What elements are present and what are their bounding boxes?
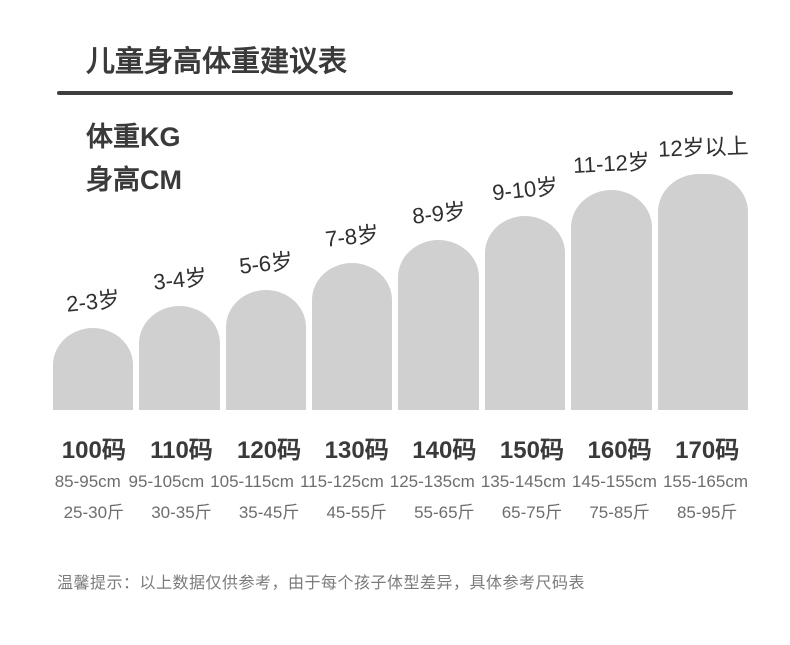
- size-label: 120码: [237, 437, 302, 464]
- bar-column: 11-12岁: [571, 130, 652, 410]
- size-label: 110码: [150, 437, 213, 464]
- age-label: 2-3岁: [65, 286, 122, 317]
- height-range: 135-145cm: [480, 472, 566, 491]
- bar-column: 9-10岁: [484, 130, 566, 410]
- height-range-row: 85-95cm 95-105cm 105-115cm 115-125cm 125-135…: [53, 472, 748, 492]
- height-range: 145-155cm: [571, 472, 657, 491]
- bar: [571, 190, 652, 410]
- bar: [139, 306, 220, 410]
- age-label: 11-12岁: [572, 149, 651, 178]
- bar-chart: 2-3岁 3-4岁 5-6岁 7-8岁 8-9岁 9-10岁 11-12岁 12岁以上: [53, 130, 748, 410]
- size-row: 100码 110码 120码 130码 140码 150码 160码 170码: [53, 430, 748, 465]
- weight-range: 35-45斤: [238, 503, 300, 522]
- weight-range: 85-95斤: [676, 503, 738, 522]
- bar-column: 7-8岁: [312, 130, 393, 410]
- age-label: 8-9岁: [410, 198, 467, 229]
- age-label: 3-4岁: [151, 264, 208, 295]
- size-label: 170码: [675, 437, 740, 464]
- weight-range: 65-75斤: [501, 503, 563, 522]
- height-range: 115-125cm: [299, 472, 384, 491]
- weight-range: 30-35斤: [151, 503, 212, 522]
- weight-axis-label: 体重KG: [86, 122, 181, 152]
- bar-column: 12岁以上: [657, 130, 749, 410]
- height-range: 85-95cm: [54, 472, 121, 491]
- age-label: 12岁以上: [657, 133, 749, 162]
- axis-labels: 体重KG 身高CM: [86, 116, 182, 202]
- size-label: 100码: [61, 437, 126, 464]
- bar: [225, 290, 307, 410]
- weight-range: 55-65斤: [414, 503, 475, 522]
- weight-range-row: 25-30斤 30-35斤 35-45斤 45-55斤 55-65斤 65-75斤 75-8…: [53, 498, 748, 523]
- disclaimer-note: 温馨提示：以上数据仅供参考，由于每个孩子体型差异，具体参考尺码表: [57, 575, 586, 592]
- bar-column: 3-4岁: [139, 130, 220, 410]
- height-range: 125-135cm: [389, 472, 475, 491]
- size-label: 150码: [499, 437, 564, 464]
- weight-range: 45-55斤: [326, 503, 387, 522]
- height-range: 155-165cm: [662, 472, 748, 491]
- age-label: 9-10岁: [490, 173, 560, 206]
- age-label: 5-6岁: [237, 248, 295, 279]
- size-label: 130码: [324, 437, 389, 464]
- weight-range: 75-85斤: [589, 503, 650, 522]
- bar-column: 8-9岁: [398, 130, 479, 410]
- bar-column: 5-6岁: [225, 130, 307, 410]
- title-underline: [57, 91, 733, 95]
- height-range: 105-115cm: [210, 472, 294, 491]
- bar-column: 2-3岁: [53, 130, 134, 410]
- weight-range: 25-30斤: [63, 503, 125, 522]
- size-label: 140码: [412, 437, 477, 464]
- bar: [657, 174, 748, 410]
- size-label: 160码: [587, 437, 652, 464]
- height-axis-label: 身高CM: [86, 165, 182, 195]
- age-label: 7-8岁: [324, 221, 381, 252]
- bar: [398, 240, 479, 410]
- bar: [312, 263, 393, 410]
- page-title: 儿童身高体重建议表: [86, 46, 348, 78]
- bar: [53, 328, 134, 410]
- bar: [484, 216, 566, 410]
- height-range: 95-105cm: [128, 472, 205, 491]
